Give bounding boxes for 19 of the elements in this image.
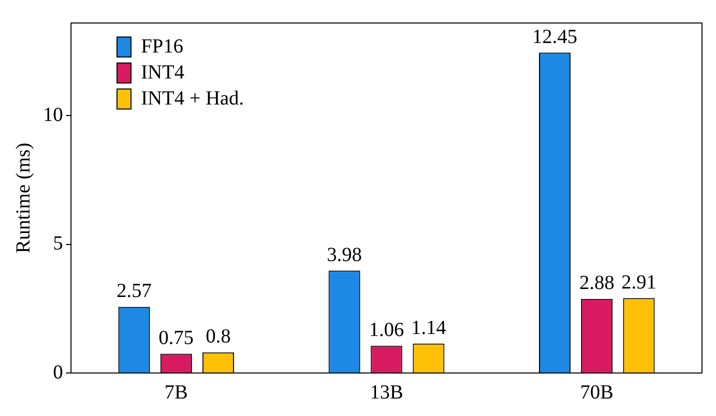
data-label: 2.57 [116, 280, 152, 302]
data-label: 0.75 [158, 326, 194, 349]
data-label: 1.14 [411, 316, 446, 339]
data-label: 0.8 [206, 326, 231, 348]
data-label: 12.45 [532, 26, 578, 48]
y-tick-label: 5 [53, 232, 63, 255]
x-tick-label: 7B [164, 381, 188, 404]
x-tick-label: 70B [580, 381, 614, 404]
data-label: 2.88 [579, 272, 614, 294]
legend-label: INT4 [141, 61, 184, 84]
data-label: 2.91 [621, 271, 656, 294]
legend-label: FP16 [141, 35, 184, 58]
data-label: 1.06 [369, 318, 404, 341]
x-tick-label: 13B [370, 381, 404, 404]
data-label: 3.98 [326, 244, 362, 266]
y-tick-label: 10 [43, 104, 63, 126]
y-axis-title: Runtime (ms) [12, 142, 34, 254]
legend-label: INT4 + Had. [141, 87, 244, 110]
y-tick-label: 0 [53, 361, 63, 384]
